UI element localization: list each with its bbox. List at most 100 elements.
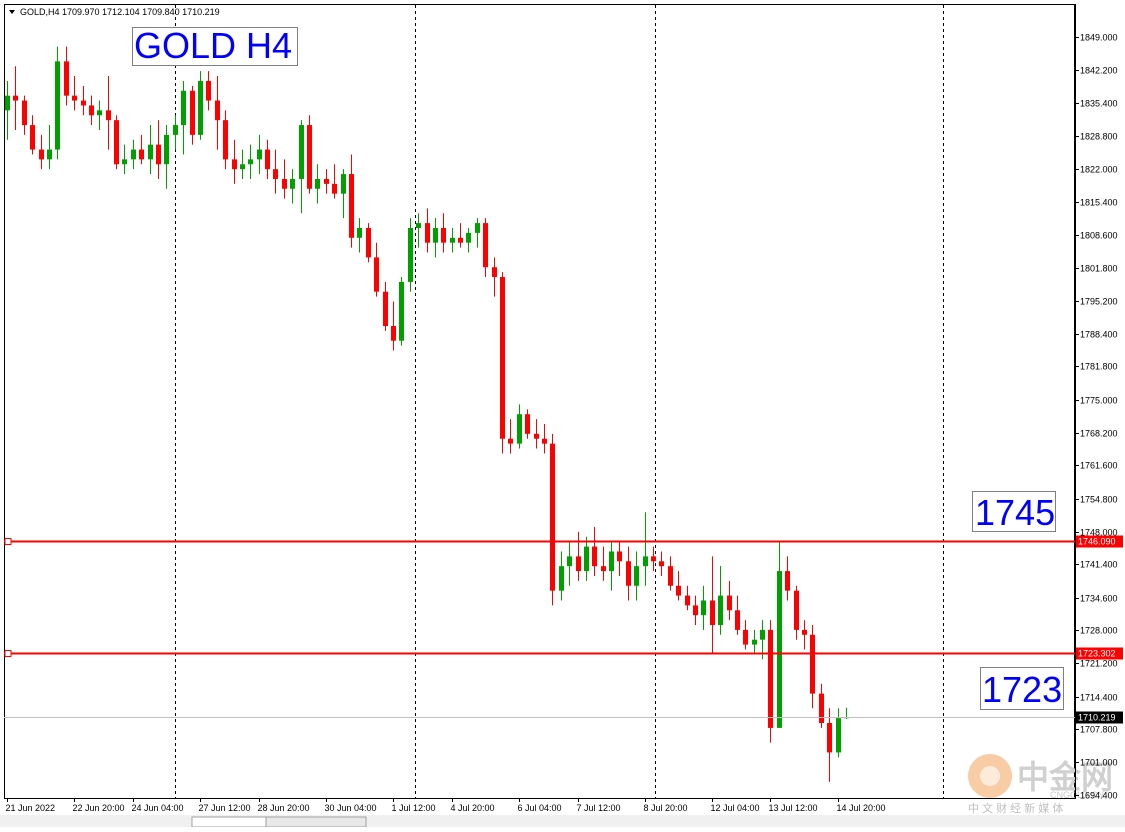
candle-body <box>114 120 119 165</box>
candle-body <box>651 556 656 562</box>
candle-body <box>668 566 673 586</box>
candle-body <box>374 257 379 292</box>
x-tick-label: 7 Jul 12:00 <box>577 803 621 813</box>
candle-body <box>299 125 304 179</box>
candle-body <box>752 639 757 645</box>
y-tick-label: 1795.200 <box>1080 297 1118 307</box>
candle-body <box>265 149 270 170</box>
candle-body <box>5 95 10 111</box>
candle-body <box>466 232 471 243</box>
y-tick-label: 1815.400 <box>1080 198 1118 208</box>
candle-body <box>156 144 161 165</box>
candle-body <box>215 100 220 121</box>
candle-body <box>500 276 505 439</box>
candle-body <box>693 605 698 616</box>
candle-body <box>794 590 799 630</box>
candle-body <box>626 561 631 586</box>
candle-body <box>240 164 245 170</box>
candle-body <box>181 90 186 126</box>
x-tick-label: 22 Jun 20:00 <box>73 803 125 813</box>
candle-body <box>525 414 530 434</box>
candle-body <box>475 223 480 233</box>
candle-body <box>39 149 44 160</box>
x-tick-label: 6 Jul 04:00 <box>518 803 562 813</box>
candle-body <box>307 125 312 189</box>
tab[interactable] <box>265 816 367 828</box>
candle-body <box>47 149 52 160</box>
candle-body <box>223 120 228 160</box>
y-tick-label: 1707.800 <box>1080 725 1118 735</box>
y-tick-label: 1828.800 <box>1080 132 1118 142</box>
candle-body <box>676 585 681 596</box>
candle-body <box>332 183 337 194</box>
candle-body <box>659 561 664 567</box>
candle-body <box>567 556 572 567</box>
x-tick-label: 8 Jul 20:00 <box>644 803 688 813</box>
candle-body <box>383 291 388 327</box>
candle-body <box>584 546 589 572</box>
x-tick-label: 1 Jul 12:00 <box>392 803 436 813</box>
candle-body <box>148 144 153 160</box>
candle-body <box>399 281 404 341</box>
candle-body <box>64 61 69 96</box>
price-label: 1710.219 <box>1078 713 1116 723</box>
candle-body <box>341 174 346 194</box>
y-tick-label: 1781.800 <box>1080 362 1118 372</box>
levels: 1710.219 1746.090 1723.302 <box>4 535 1123 724</box>
tab[interactable] <box>191 816 267 828</box>
candle-body <box>819 693 824 724</box>
line-label-box <box>1076 647 1123 660</box>
candle-body <box>617 551 622 562</box>
candle-body <box>122 159 127 165</box>
annotation-box <box>132 27 298 66</box>
candle-body <box>542 438 547 444</box>
header: GOLD,H4 1709.970 1712.104 1709.840 1710.… <box>20 7 220 17</box>
y-tick-label: 1721.200 <box>1080 659 1118 669</box>
y-tick-label: 1801.800 <box>1080 264 1118 274</box>
candle-body <box>760 629 765 640</box>
candle-body <box>785 571 790 591</box>
candle-body <box>768 629 773 728</box>
candle-body <box>257 149 262 160</box>
y-tick-label: 1734.600 <box>1080 594 1118 604</box>
x-tick-label: 13 Jul 12:00 <box>769 803 818 813</box>
candle-body <box>408 227 413 282</box>
candle-body <box>534 433 539 439</box>
y-tick-label: 1748.000 <box>1080 528 1118 538</box>
candle-body <box>273 169 278 179</box>
candle-body <box>735 610 740 630</box>
x-tick-label: 24 Jun 04:00 <box>132 803 184 813</box>
candle-body <box>727 595 732 611</box>
candle-body <box>685 595 690 606</box>
y-tick-label: 1775.000 <box>1080 396 1118 406</box>
tab-bar <box>0 815 1125 827</box>
candle-body <box>743 629 748 645</box>
x-tick-label: 27 Jun 12:00 <box>199 803 251 813</box>
y-tick-label: 1788.400 <box>1080 330 1118 340</box>
candle-body <box>601 566 606 572</box>
candle-body <box>483 223 488 268</box>
candle-body <box>777 571 782 728</box>
candle-body <box>643 556 648 567</box>
candle-body <box>22 100 27 126</box>
candle-body <box>30 125 35 150</box>
candle-body <box>836 718 841 753</box>
candle-body <box>349 174 354 238</box>
candle-body <box>248 159 253 165</box>
watermark-logo: 中金网 <box>1017 759 1113 795</box>
annotation-box <box>972 491 1056 532</box>
period-separators <box>175 5 944 798</box>
y-tick-label: 1714.400 <box>1080 693 1118 703</box>
candle-body <box>164 134 169 165</box>
candle-body <box>827 723 832 753</box>
candle-body <box>492 267 497 277</box>
y-tick-label: 1728.000 <box>1080 626 1118 636</box>
candle-body <box>508 438 513 444</box>
candle-body <box>55 61 60 150</box>
candle-body <box>441 227 446 243</box>
annotation: 1745 <box>975 492 1055 533</box>
y-tick-label: 1835.400 <box>1080 99 1118 109</box>
header-arrow <box>9 10 15 14</box>
